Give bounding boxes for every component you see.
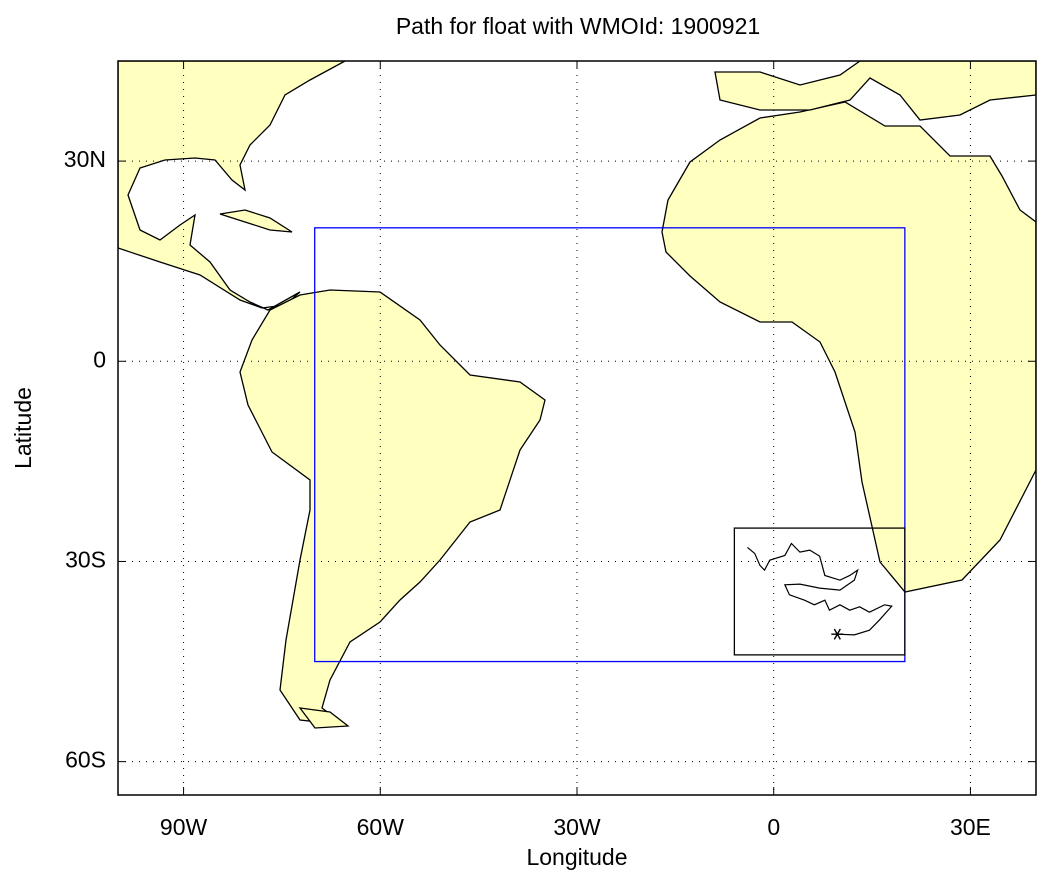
y-tick-label: 0 — [93, 346, 106, 372]
last-position-marker — [831, 628, 844, 640]
cuba — [219, 209, 293, 233]
y-tick-label: 30N — [64, 146, 106, 172]
float-path — [747, 542, 893, 636]
y-tick-label: 60S — [65, 747, 106, 773]
x-tick-label: 30E — [950, 814, 991, 840]
region-box — [733, 527, 906, 656]
north-america — [118, 61, 346, 311]
y-tick-label: 30S — [65, 547, 106, 573]
x-tick-label: 30W — [553, 814, 601, 840]
land-layer — [118, 61, 1036, 729]
x-tick-label: 60W — [357, 814, 405, 840]
europe — [714, 61, 1036, 121]
x-tick-label: 0 — [767, 814, 780, 840]
x-tick-label: 90W — [160, 814, 208, 840]
marker-stroke — [833, 628, 841, 640]
x-axis-label: Longitude — [526, 844, 627, 870]
chart-title: Path for float with WMOId: 1900921 — [396, 13, 760, 39]
south-america — [239, 289, 546, 726]
tierra-del-fuego — [298, 707, 350, 729]
africa — [661, 101, 1036, 593]
region-box — [314, 227, 906, 663]
y-axis-label: Latitude — [10, 387, 36, 469]
